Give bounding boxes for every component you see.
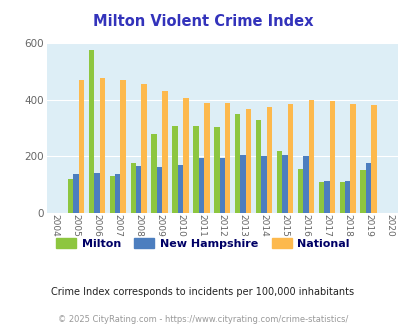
Bar — [183, 98, 188, 213]
Bar — [266, 107, 272, 213]
Bar — [193, 126, 198, 213]
Bar — [224, 103, 230, 213]
Bar — [141, 84, 147, 213]
Bar — [360, 170, 365, 213]
Bar — [323, 181, 329, 213]
Bar — [177, 165, 183, 213]
Bar — [213, 127, 219, 213]
Bar — [276, 151, 281, 213]
Bar — [156, 167, 162, 213]
Bar — [88, 50, 94, 213]
Bar — [136, 166, 141, 213]
Bar — [94, 173, 99, 213]
Bar — [371, 106, 376, 213]
Text: © 2025 CityRating.com - https://www.cityrating.com/crime-statistics/: © 2025 CityRating.com - https://www.city… — [58, 315, 347, 324]
Bar — [261, 156, 266, 213]
Bar — [240, 155, 245, 213]
Text: Crime Index corresponds to incidents per 100,000 inhabitants: Crime Index corresponds to incidents per… — [51, 287, 354, 297]
Text: Milton Violent Crime Index: Milton Violent Crime Index — [92, 14, 313, 29]
Bar — [365, 163, 371, 213]
Bar — [99, 78, 105, 213]
Bar — [255, 120, 261, 213]
Bar — [172, 126, 177, 213]
Bar — [344, 181, 350, 213]
Bar — [297, 169, 303, 213]
Bar — [234, 114, 240, 213]
Bar — [162, 91, 167, 213]
Bar — [350, 104, 355, 213]
Bar — [219, 158, 224, 213]
Bar — [151, 134, 156, 213]
Bar — [79, 80, 84, 213]
Legend: Milton, New Hampshire, National: Milton, New Hampshire, National — [52, 234, 353, 253]
Bar — [281, 155, 287, 213]
Bar — [109, 176, 115, 213]
Bar — [130, 163, 136, 213]
Bar — [68, 179, 73, 213]
Bar — [115, 174, 120, 213]
Bar — [73, 174, 79, 213]
Bar — [329, 101, 334, 213]
Bar — [308, 100, 313, 213]
Bar — [318, 182, 323, 213]
Bar — [303, 156, 308, 213]
Bar — [120, 80, 126, 213]
Bar — [339, 182, 344, 213]
Bar — [198, 158, 204, 213]
Bar — [245, 109, 251, 213]
Bar — [287, 104, 292, 213]
Bar — [204, 103, 209, 213]
